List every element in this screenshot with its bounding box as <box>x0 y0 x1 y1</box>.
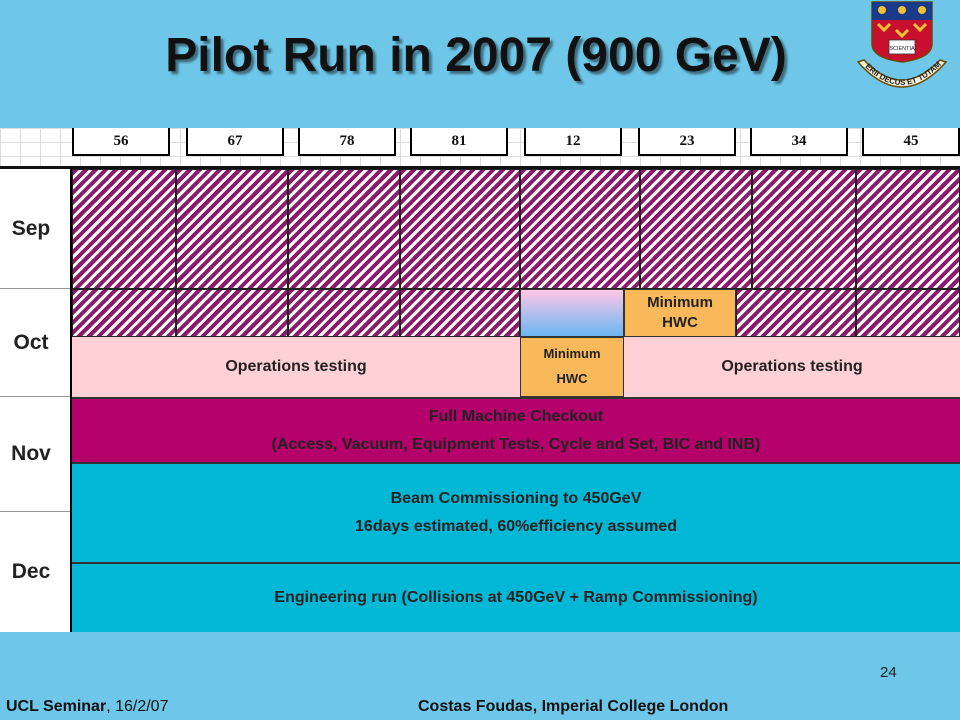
sep-sector-56-busy <box>72 169 176 289</box>
header-col-81: 81 <box>410 128 508 156</box>
operations-testing-right: Operations testing <box>624 337 960 397</box>
beam-commissioning-title: Beam Commissioning to 450GeV <box>390 490 642 507</box>
engineering-run: Engineering run (Collisions at 450GeV + … <box>72 562 960 632</box>
schedule-panel: 56 67 78 81 12 23 34 45 Sep Oct Nov Dec … <box>0 128 960 632</box>
header-divider <box>0 166 960 169</box>
footer-event-name: UCL Seminar <box>6 698 107 715</box>
oct-minimum-hwc-top-line1: Minimum <box>647 293 713 311</box>
oct-sector-12-block <box>520 289 624 337</box>
full-machine-checkout-title: Full Machine Checkout <box>428 408 604 426</box>
sep-sector-78-busy <box>288 169 400 289</box>
header-col-78: 78 <box>298 128 396 156</box>
slide-number: 24 <box>880 664 897 681</box>
month-label-nov: Nov <box>0 397 70 512</box>
month-label-oct: Oct <box>0 289 70 397</box>
header-col-56: 56 <box>72 128 170 156</box>
beam-commissioning: Beam Commissioning to 450GeV 16days esti… <box>72 462 960 562</box>
month-column-divider <box>70 168 72 632</box>
oct-minimum-hwc-bottom-line2: HWC <box>556 371 588 386</box>
sep-sector-12-busy <box>520 169 640 289</box>
sep-sector-34-busy <box>752 169 856 289</box>
month-label-dec: Dec <box>11 560 51 583</box>
full-machine-checkout-details: (Access, Vacuum, Equipment Tests, Cycle … <box>271 435 761 453</box>
header-col-23: 23 <box>638 128 736 156</box>
oct-sector-78-busy <box>288 289 400 337</box>
header-col-12: 12 <box>524 128 622 156</box>
sep-sector-81-busy <box>400 169 520 289</box>
footer-event-date: , 16/2/07 <box>106 698 169 715</box>
imperial-college-crest: SCIENTIA IMPERII DECUS ET TUTAMEN <box>852 0 948 88</box>
beam-commissioning-estimate: 16days estimated, 60%efficiency assumed <box>355 518 677 535</box>
header-col-67: 67 <box>186 128 284 156</box>
oct-sector-67-busy <box>176 289 288 337</box>
oct-sector-45-busy <box>856 289 960 337</box>
oct-sector-56-busy <box>72 289 176 337</box>
oct-minimum-hwc-bottom-line1: Minimum <box>543 346 601 362</box>
footer-event: UCL Seminar, 16/2/07 <box>6 698 168 716</box>
slide-title: Pilot Run in 2007 (900 GeV) <box>165 29 787 82</box>
crest-book-text: SCIENTIA <box>889 46 915 52</box>
oct-minimum-hwc-top: Minimum HWC <box>624 289 736 337</box>
sep-sector-45-busy <box>856 169 960 289</box>
oct-minimum-hwc-bottom: Minimum HWC <box>520 337 624 397</box>
oct-sector-81-busy <box>400 289 520 337</box>
header-col-45: 45 <box>862 128 960 156</box>
header-col-34: 34 <box>750 128 848 156</box>
month-label-sep: Sep <box>0 169 70 289</box>
oct-sector-34-busy <box>736 289 856 337</box>
footer-author: Costas Foudas, Imperial College London <box>418 698 729 715</box>
operations-testing-left: Operations testing <box>72 337 520 397</box>
full-machine-checkout: Full Machine Checkout (Access, Vacuum, E… <box>72 397 960 462</box>
sep-sector-23-busy <box>640 169 752 289</box>
sep-sector-67-busy <box>176 169 288 289</box>
oct-minimum-hwc-top-line2: HWC <box>662 314 698 331</box>
